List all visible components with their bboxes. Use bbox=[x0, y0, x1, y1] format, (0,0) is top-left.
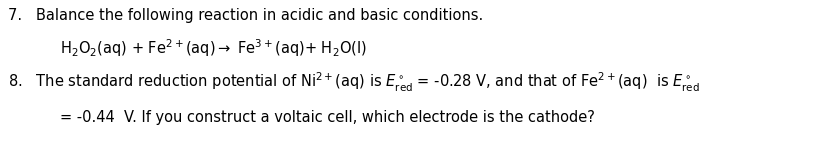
Text: = -0.44  V. If you construct a voltaic cell, which electrode is the cathode?: = -0.44 V. If you construct a voltaic ce… bbox=[60, 110, 595, 125]
Text: 7.   Balance the following reaction in acidic and basic conditions.: 7. Balance the following reaction in aci… bbox=[8, 8, 483, 23]
Text: 8.   The standard reduction potential of $\mathregular{Ni^{2+}}$(aq) is $\mathit: 8. The standard reduction potential of $… bbox=[8, 71, 700, 95]
Text: $\mathregular{H_2O_2}$(aq) + $\mathregular{Fe^{2+}}$(aq)$\rightarrow$ $\mathregu: $\mathregular{H_2O_2}$(aq) + $\mathregul… bbox=[60, 37, 367, 59]
